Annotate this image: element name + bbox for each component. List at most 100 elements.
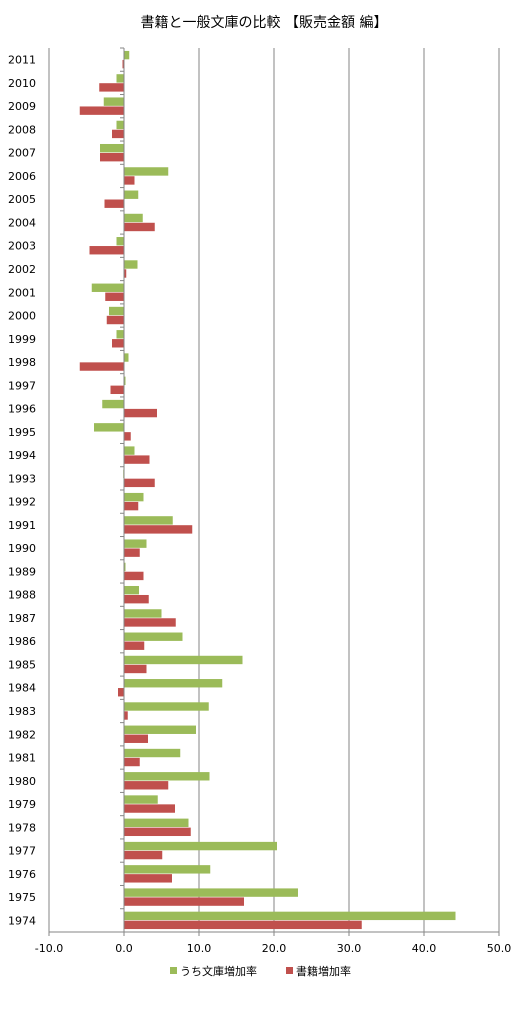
x-tick-label: 30.0 xyxy=(337,942,362,955)
bar-shoseki-2007 xyxy=(100,152,124,162)
bar-bunko-1975 xyxy=(124,888,298,897)
bar-shoseki-1977 xyxy=(124,850,163,860)
bar-shoseki-2000 xyxy=(106,315,124,325)
bar-bunko-2008 xyxy=(116,120,124,130)
bar-bunko-1991 xyxy=(124,516,173,525)
y-tick-label: 1993 xyxy=(8,472,36,485)
bar-bunko-1994 xyxy=(124,446,135,455)
x-tick-label: -10.0 xyxy=(35,942,63,955)
bar-bunko-2011 xyxy=(124,50,130,60)
bar-bunko-2000 xyxy=(109,306,124,316)
bar-shoseki-1975 xyxy=(124,897,244,906)
bar-shoseki-1993 xyxy=(124,478,155,488)
bar-shoseki-1978 xyxy=(124,827,191,837)
y-tick-label: 2004 xyxy=(8,216,36,229)
bar-shoseki-2008 xyxy=(112,129,124,139)
bar-shoseki-1982 xyxy=(124,734,148,743)
y-tick-label: 1974 xyxy=(8,914,36,927)
bar-bunko-1987 xyxy=(124,609,162,618)
bar-bunko-2001 xyxy=(91,283,124,292)
y-tick-label: 1992 xyxy=(8,496,36,509)
bar-shoseki-1988 xyxy=(124,594,149,604)
bar-bunko-2004 xyxy=(124,213,143,223)
bar-shoseki-1990 xyxy=(124,548,140,557)
bar-bunko-1992 xyxy=(124,492,144,502)
bar-shoseki-1994 xyxy=(124,455,150,464)
axes xyxy=(48,47,500,936)
y-tick-label: 1999 xyxy=(8,333,36,346)
bars xyxy=(79,50,456,930)
bar-bunko-1983 xyxy=(124,702,209,711)
y-tick-label: 1995 xyxy=(8,426,36,439)
y-tick-label: 2005 xyxy=(8,193,36,206)
bar-shoseki-1980 xyxy=(124,781,169,790)
y-tick-label: 2008 xyxy=(8,123,36,136)
y-tick-label: 1982 xyxy=(8,728,36,741)
x-tick-label: 40.0 xyxy=(412,942,437,955)
bar-shoseki-1976 xyxy=(124,874,172,883)
y-tick-label: 1987 xyxy=(8,612,36,625)
y-tick-label: 1978 xyxy=(8,821,36,834)
bar-bunko-1977 xyxy=(124,841,277,851)
y-tick-label: 1990 xyxy=(8,542,36,555)
y-tick-labels: 2011 2010 2009 2008 2007 2006 2005 2004 2003 2002… xyxy=(8,54,36,928)
bar-shoseki-2005 xyxy=(104,199,124,208)
bar-shoseki-1996 xyxy=(124,408,157,418)
y-tick-label: 1976 xyxy=(8,868,36,881)
y-tick-label: 1988 xyxy=(8,589,36,602)
bar-bunko-1997 xyxy=(124,376,126,386)
legend-swatch xyxy=(170,967,177,974)
bar-shoseki-1987 xyxy=(124,618,176,627)
bar-shoseki-1995 xyxy=(124,432,131,441)
bar-bunko-1986 xyxy=(124,632,183,641)
bar-shoseki-2003 xyxy=(89,246,124,255)
y-tick-label: 1981 xyxy=(8,752,36,765)
bar-shoseki-2011 xyxy=(122,59,124,69)
bar-shoseki-1981 xyxy=(124,757,140,767)
bar-bunko-1988 xyxy=(124,585,139,595)
bar-bunko-1974 xyxy=(124,911,456,921)
bar-shoseki-1989 xyxy=(124,571,144,581)
legend: うち文庫増加率 書籍増加率 xyxy=(170,964,351,978)
bar-bunko-1980 xyxy=(124,772,210,781)
x-tick-label: 10.0 xyxy=(187,942,212,955)
y-tick-label: 1975 xyxy=(8,891,36,904)
bar-shoseki-1985 xyxy=(124,664,147,674)
bar-bunko-2005 xyxy=(124,190,139,199)
bar-bunko-1985 xyxy=(124,655,243,665)
bar-shoseki-1974 xyxy=(124,920,362,930)
legend-label: うち文庫増加率 xyxy=(180,964,257,978)
bar-bunko-1998 xyxy=(124,353,129,362)
y-tick-label: 1979 xyxy=(8,798,36,811)
bar-shoseki-1992 xyxy=(124,501,139,511)
bar-bunko-2007 xyxy=(100,143,124,153)
bar-shoseki-1998 xyxy=(79,362,124,371)
y-tick-label: 1985 xyxy=(8,658,36,671)
y-tick-label: 2000 xyxy=(8,310,36,323)
bar-bunko-2006 xyxy=(124,167,169,176)
bar-bunko-1990 xyxy=(124,539,147,548)
y-tick-label: 1996 xyxy=(8,403,36,416)
bar-shoseki-1991 xyxy=(124,525,193,534)
bar-bunko-1996 xyxy=(102,399,124,409)
x-tick-label: 20.0 xyxy=(262,942,287,955)
bar-shoseki-1999 xyxy=(112,339,124,348)
bar-bunko-2010 xyxy=(116,74,124,83)
bar-shoseki-2004 xyxy=(124,222,155,232)
y-tick-label: 1989 xyxy=(8,565,36,578)
gridlines xyxy=(48,48,500,932)
bar-bunko-2002 xyxy=(124,260,138,269)
y-tick-label: 1998 xyxy=(8,356,36,369)
x-tick-label: 0.0 xyxy=(115,942,133,955)
y-tick-label: 1986 xyxy=(8,635,36,648)
bar-shoseki-2002 xyxy=(124,269,127,278)
bar-bunko-1999 xyxy=(116,330,124,339)
bar-bunko-1976 xyxy=(124,865,211,874)
bar-bunko-2009 xyxy=(103,97,124,106)
bar-shoseki-1997 xyxy=(110,385,124,395)
legend-swatch xyxy=(286,967,293,974)
bar-bunko-1989 xyxy=(124,562,126,572)
y-tick-label: 1980 xyxy=(8,775,36,788)
bar-shoseki-1984 xyxy=(118,688,124,697)
